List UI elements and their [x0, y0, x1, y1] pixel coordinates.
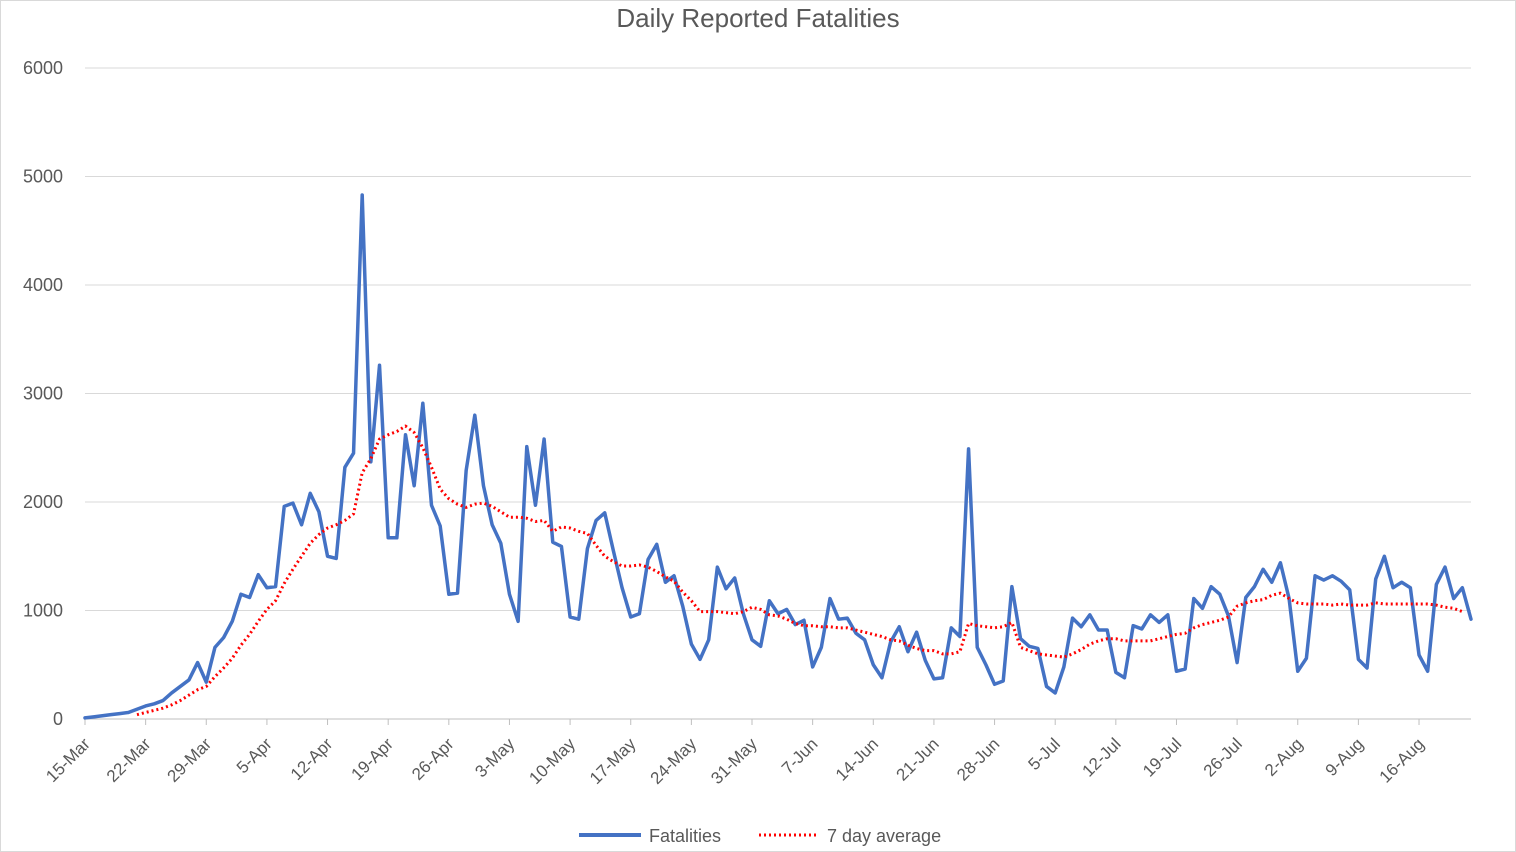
x-tick-label: 5-Jul [1025, 734, 1064, 773]
x-tick-label: 14-Jun [832, 734, 882, 784]
x-tick-label: 21-Jun [893, 734, 943, 784]
series-lines [83, 193, 1473, 720]
x-tick-label: 22-Mar [103, 734, 155, 786]
x-tick-label: 24-May [647, 734, 701, 788]
legend-label: Fatalities [649, 826, 721, 846]
x-tick-label: 15-Mar [42, 734, 94, 786]
x-tick-label: 26-Apr [408, 734, 458, 784]
x-tick-label: 3-May [471, 734, 518, 781]
x-tick-label: 31-May [707, 734, 761, 788]
series-line [136, 424, 1463, 717]
x-tick-label: 29-Mar [164, 734, 216, 786]
x-tick-label: 5-Apr [233, 734, 276, 777]
x-tick-label: 7-Jun [778, 734, 822, 778]
y-tick-label: 5000 [23, 167, 63, 187]
y-tick-label: 0 [53, 709, 63, 729]
x-tick-label: 19-Apr [347, 734, 397, 784]
x-tick-label: 19-Jul [1139, 734, 1185, 780]
x-tick-label: 2-Aug [1261, 734, 1307, 780]
x-tick-label: 12-Jul [1078, 734, 1124, 780]
y-tick-label: 4000 [23, 275, 63, 295]
gridlines [85, 67, 1471, 720]
series-7-day-average [136, 424, 1463, 717]
legend-label: 7 day average [827, 826, 941, 846]
y-tick-label: 2000 [23, 492, 63, 512]
y-tick-label: 6000 [23, 58, 63, 78]
legend: Fatalities 7 day average [579, 826, 941, 846]
y-tick-label: 1000 [23, 601, 63, 621]
series-line [83, 193, 1473, 720]
x-tick-label: 12-Apr [287, 734, 337, 784]
y-axis: 0 1000 2000 3000 4000 5000 6000 [23, 58, 63, 729]
x-tick-label: 9-Aug [1322, 734, 1368, 780]
x-tick-label: 28-Jun [953, 734, 1003, 784]
y-tick-label: 3000 [23, 384, 63, 404]
x-tick-label: 17-May [586, 734, 640, 788]
series-fatalities [83, 193, 1473, 720]
x-tick-label: 16-Aug [1376, 734, 1428, 786]
x-tick-label: 26-Jul [1200, 734, 1246, 780]
x-axis: 15-Mar 22-Mar 29-Mar 5-Apr 12-Apr 19-Apr 26-Ap… [42, 719, 1428, 788]
chart-title: Daily Reported Fatalities [616, 3, 900, 33]
x-tick-label: 10-May [525, 734, 579, 788]
